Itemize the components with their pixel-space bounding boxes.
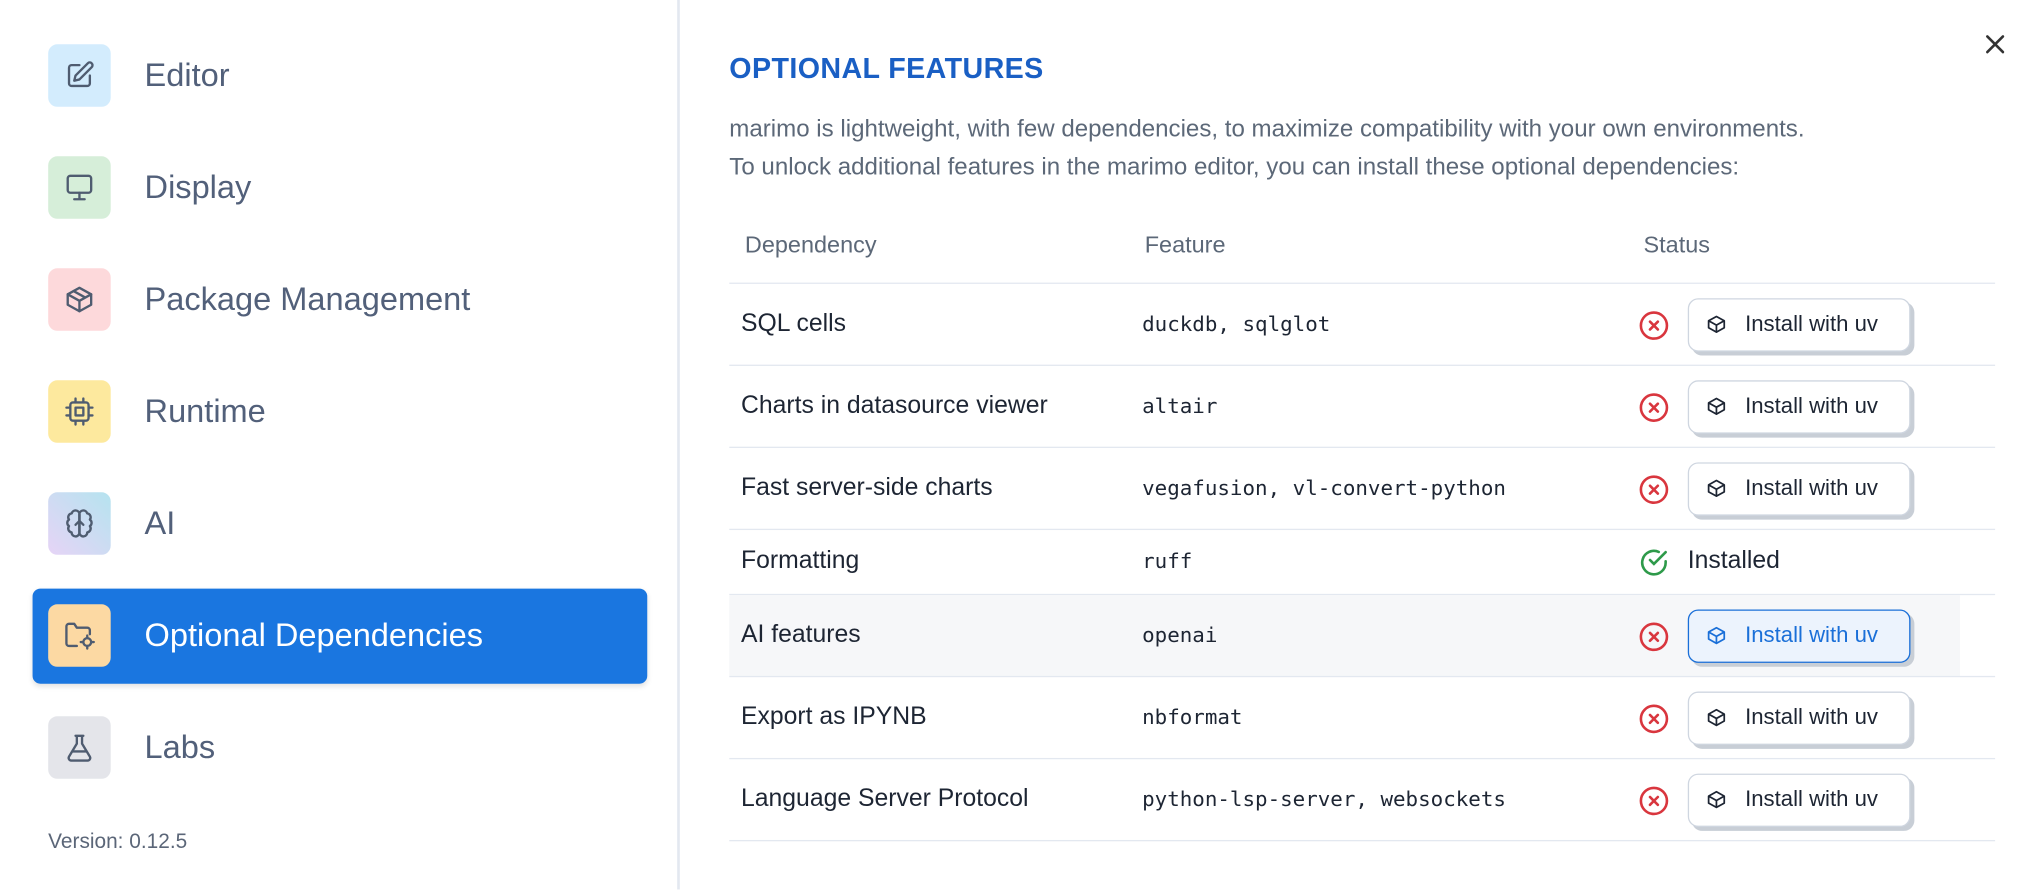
sidebar-item-display[interactable]: Display [33, 141, 648, 236]
sidebar-item-label: Package Management [144, 281, 471, 318]
feature-packages: vegafusion, vl-convert-python [1142, 474, 1506, 500]
button-label: Install with uv [1745, 475, 1878, 501]
sidebar-item-editor[interactable]: Editor [33, 29, 648, 124]
description-line-1: marimo is lightweight, with few dependen… [729, 114, 1805, 142]
cpu-icon [48, 380, 111, 443]
x-circle-icon [1639, 621, 1669, 651]
x-circle-icon [1639, 703, 1669, 733]
install-with-uv-button[interactable]: Install with uv [1687, 690, 1911, 745]
feature-packages: duckdb, sqlglot [1142, 310, 1331, 336]
check-circle-icon [1640, 549, 1667, 576]
table-row: Export as IPYNB nbformat Install with uv [729, 677, 1996, 760]
x-circle-icon [1639, 474, 1669, 504]
button-label: Install with uv [1745, 311, 1878, 336]
sidebar-item-label: Labs [144, 729, 216, 766]
install-with-uv-button[interactable]: Install with uv [1687, 608, 1911, 663]
package-icon [1707, 479, 1726, 498]
package-icon [1707, 315, 1726, 333]
x-circle-icon [1639, 785, 1669, 815]
version-label: Version: 0.12.5 [48, 830, 188, 854]
package-icon [1707, 790, 1726, 809]
flask-icon [48, 716, 111, 779]
sidebar-item-optional-dependencies[interactable]: Optional Dependencies [32, 588, 648, 684]
description-line-2: To unlock additional features in the mar… [729, 152, 1740, 180]
install-with-uv-button[interactable]: Install with uv [1687, 379, 1911, 434]
sidebar-item-label: Optional Dependencies [144, 617, 484, 654]
sidebar-item-label: AI [144, 505, 176, 542]
sidebar-item-label: Editor [144, 57, 230, 94]
installed-label: Installed [1687, 546, 1780, 575]
sidebar-item-labs[interactable]: Labs [33, 701, 648, 796]
feature-packages: altair [1142, 392, 1218, 418]
feature-packages: openai [1142, 621, 1218, 647]
brain-icon [48, 492, 111, 555]
install-with-uv-button[interactable]: Install with uv [1687, 461, 1911, 516]
table-row: SQL cells duckdb, sqlglot Install with uv [729, 284, 1996, 366]
feature-packages: nbformat [1142, 703, 1243, 729]
table-divider [729, 282, 1996, 284]
button-label: Install with uv [1745, 786, 1878, 812]
dependency-name: Charts in datasource viewer [741, 391, 1048, 419]
table-row: AI features openai Install with uv [729, 595, 1996, 678]
sidebar-item-label: Runtime [144, 393, 266, 430]
dependency-name: Formatting [741, 546, 860, 575]
close-icon[interactable] [1979, 29, 2010, 60]
x-circle-icon [1639, 310, 1669, 340]
dependency-name: Export as IPYNB [741, 702, 927, 730]
install-with-uv-button[interactable]: Install with uv [1687, 297, 1911, 351]
dependency-name: SQL cells [741, 309, 846, 337]
header-feature: Feature [1144, 231, 1226, 258]
package-icon [1707, 397, 1726, 415]
button-label: Install with uv [1745, 622, 1878, 648]
feature-packages: ruff [1142, 548, 1193, 574]
table-row: Formatting ruff Installed [729, 530, 1996, 596]
feature-packages: python-lsp-server, websockets [1142, 785, 1506, 811]
sidebar-item-label: Display [144, 169, 252, 206]
dependency-name: Fast server-side charts [741, 473, 993, 501]
install-with-uv-button[interactable]: Install with uv [1687, 772, 1911, 827]
page-title: OPTIONAL FEATURES [729, 52, 1044, 85]
dependency-name: Language Server Protocol [741, 784, 1029, 812]
header-dependency: Dependency [744, 231, 877, 258]
sidebar-item-runtime[interactable]: Runtime [33, 365, 648, 460]
package-icon [48, 268, 111, 331]
dependency-name: AI features [741, 620, 861, 648]
table-row: Charts in datasource viewer altair Install… [729, 366, 1996, 448]
table-row: Language Server Protocol python-lsp-serve… [729, 759, 1996, 842]
x-circle-icon [1639, 392, 1669, 422]
folder-cog-icon [48, 604, 111, 667]
package-icon [1707, 708, 1726, 727]
table-row: Fast server-side charts vegafusion, vl-co… [729, 448, 1996, 531]
package-icon [1707, 626, 1726, 645]
sidebar-item-package-management[interactable]: Package Management [33, 253, 648, 348]
button-label: Install with uv [1745, 704, 1878, 730]
button-label: Install with uv [1745, 393, 1878, 419]
header-status: Status [1643, 231, 1710, 258]
settings-sidebar [0, 0, 680, 890]
pencil-square-icon [48, 44, 111, 107]
monitor-icon [48, 156, 111, 219]
sidebar-item-ai[interactable]: AI [33, 477, 648, 572]
